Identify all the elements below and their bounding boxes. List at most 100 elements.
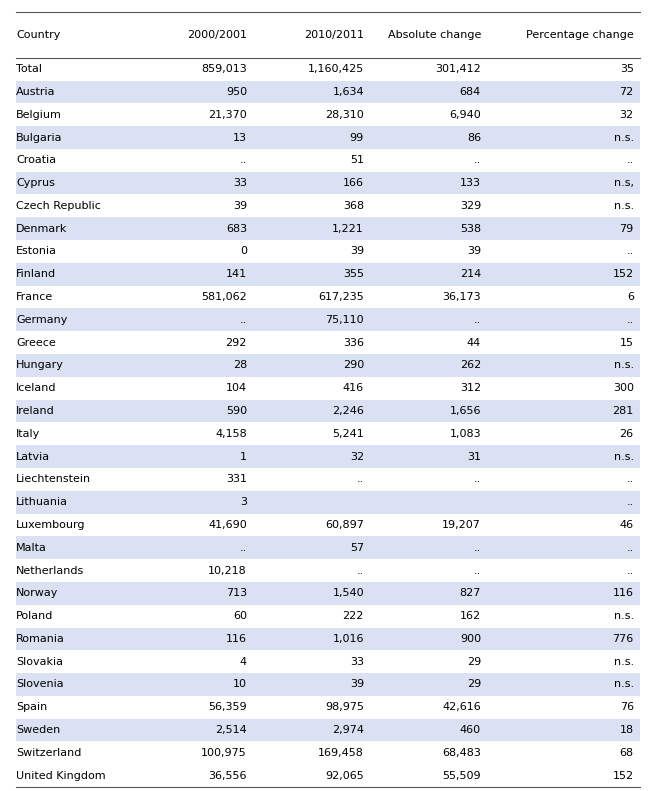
- Bar: [16, 650, 640, 673]
- Text: 13: 13: [233, 133, 247, 142]
- Text: n.s.: n.s.: [614, 201, 634, 211]
- Text: 10,218: 10,218: [208, 566, 247, 576]
- Text: n.s,: n.s,: [614, 178, 634, 188]
- Text: n.s.: n.s.: [614, 361, 634, 370]
- Text: n.s.: n.s.: [614, 452, 634, 462]
- Text: 56,359: 56,359: [209, 702, 247, 712]
- Text: 141: 141: [226, 269, 247, 279]
- Text: Liechtenstein: Liechtenstein: [16, 475, 92, 484]
- Text: ..: ..: [627, 543, 634, 553]
- Text: 4,158: 4,158: [215, 429, 247, 439]
- Bar: [16, 308, 640, 331]
- Text: 21,370: 21,370: [208, 110, 247, 119]
- Text: 590: 590: [226, 406, 247, 416]
- Text: 39: 39: [350, 679, 364, 690]
- Text: 1,540: 1,540: [332, 589, 364, 598]
- Text: 1,160,425: 1,160,425: [307, 64, 364, 74]
- Text: 2,974: 2,974: [332, 725, 364, 735]
- Bar: [16, 399, 640, 422]
- Text: 41,690: 41,690: [208, 520, 247, 530]
- Text: 1,083: 1,083: [449, 429, 481, 439]
- Bar: [16, 764, 640, 787]
- Text: 2,246: 2,246: [332, 406, 364, 416]
- Text: Sweden: Sweden: [16, 725, 60, 735]
- Text: Hungary: Hungary: [16, 361, 64, 370]
- Text: n.s.: n.s.: [614, 679, 634, 690]
- Text: 169,458: 169,458: [318, 747, 364, 758]
- Text: 368: 368: [343, 201, 364, 211]
- Text: Poland: Poland: [16, 611, 53, 621]
- Text: Country: Country: [16, 30, 60, 40]
- Text: ..: ..: [474, 315, 481, 325]
- Text: 301,412: 301,412: [436, 64, 481, 74]
- Text: United Kingdom: United Kingdom: [16, 770, 106, 781]
- Text: 60,897: 60,897: [325, 520, 364, 530]
- Text: 29: 29: [467, 657, 481, 667]
- Text: ..: ..: [627, 315, 634, 325]
- Text: Netherlands: Netherlands: [16, 566, 84, 576]
- Text: 222: 222: [343, 611, 364, 621]
- Text: 5,241: 5,241: [332, 429, 364, 439]
- Text: 900: 900: [460, 634, 481, 644]
- Bar: [16, 263, 640, 286]
- Text: 36,173: 36,173: [443, 292, 481, 302]
- Text: 86: 86: [467, 133, 481, 142]
- Text: ..: ..: [240, 543, 247, 553]
- Text: 1: 1: [240, 452, 247, 462]
- Bar: [16, 377, 640, 399]
- Text: 281: 281: [612, 406, 634, 416]
- Text: 300: 300: [613, 383, 634, 393]
- Text: 4: 4: [240, 657, 247, 667]
- Text: Latvia: Latvia: [16, 452, 51, 462]
- Text: 29: 29: [467, 679, 481, 690]
- Text: Denmark: Denmark: [16, 224, 68, 233]
- Text: 57: 57: [350, 543, 364, 553]
- Bar: [16, 240, 640, 263]
- Text: Switzerland: Switzerland: [16, 747, 82, 758]
- Text: 684: 684: [460, 87, 481, 97]
- Text: ..: ..: [240, 315, 247, 325]
- Bar: [16, 513, 640, 536]
- Bar: [16, 172, 640, 195]
- Bar: [16, 559, 640, 582]
- Text: Norway: Norway: [16, 589, 58, 598]
- Text: 39: 39: [467, 247, 481, 256]
- Text: Czech Republic: Czech Republic: [16, 201, 101, 211]
- Text: 46: 46: [619, 520, 634, 530]
- Bar: [16, 741, 640, 764]
- Bar: [16, 582, 640, 605]
- Text: 538: 538: [460, 224, 481, 233]
- Text: 33: 33: [233, 178, 247, 188]
- Text: Spain: Spain: [16, 702, 47, 712]
- Text: Ireland: Ireland: [16, 406, 55, 416]
- Text: ..: ..: [627, 247, 634, 256]
- Text: 32: 32: [350, 452, 364, 462]
- Text: ..: ..: [627, 566, 634, 576]
- Text: Total: Total: [16, 64, 42, 74]
- Bar: [16, 58, 640, 81]
- Text: 329: 329: [460, 201, 481, 211]
- Text: 776: 776: [612, 634, 634, 644]
- Text: 460: 460: [460, 725, 481, 735]
- Bar: [16, 490, 640, 513]
- Text: Luxembourg: Luxembourg: [16, 520, 86, 530]
- Text: 6,940: 6,940: [449, 110, 481, 119]
- Text: Slovenia: Slovenia: [16, 679, 64, 690]
- Text: Belgium: Belgium: [16, 110, 62, 119]
- Bar: [16, 354, 640, 377]
- Text: 51: 51: [350, 155, 364, 165]
- Text: n.s.: n.s.: [614, 611, 634, 621]
- Text: 28,310: 28,310: [325, 110, 364, 119]
- Text: 100,975: 100,975: [202, 747, 247, 758]
- Text: 75,110: 75,110: [326, 315, 364, 325]
- Text: 68: 68: [619, 747, 634, 758]
- Text: ..: ..: [474, 566, 481, 576]
- Text: 31: 31: [467, 452, 481, 462]
- Bar: [16, 81, 640, 104]
- Text: 42,616: 42,616: [442, 702, 481, 712]
- Bar: [16, 286, 640, 308]
- Text: n.s.: n.s.: [614, 657, 634, 667]
- Bar: [16, 12, 640, 58]
- Text: ..: ..: [474, 155, 481, 165]
- Text: 28: 28: [233, 361, 247, 370]
